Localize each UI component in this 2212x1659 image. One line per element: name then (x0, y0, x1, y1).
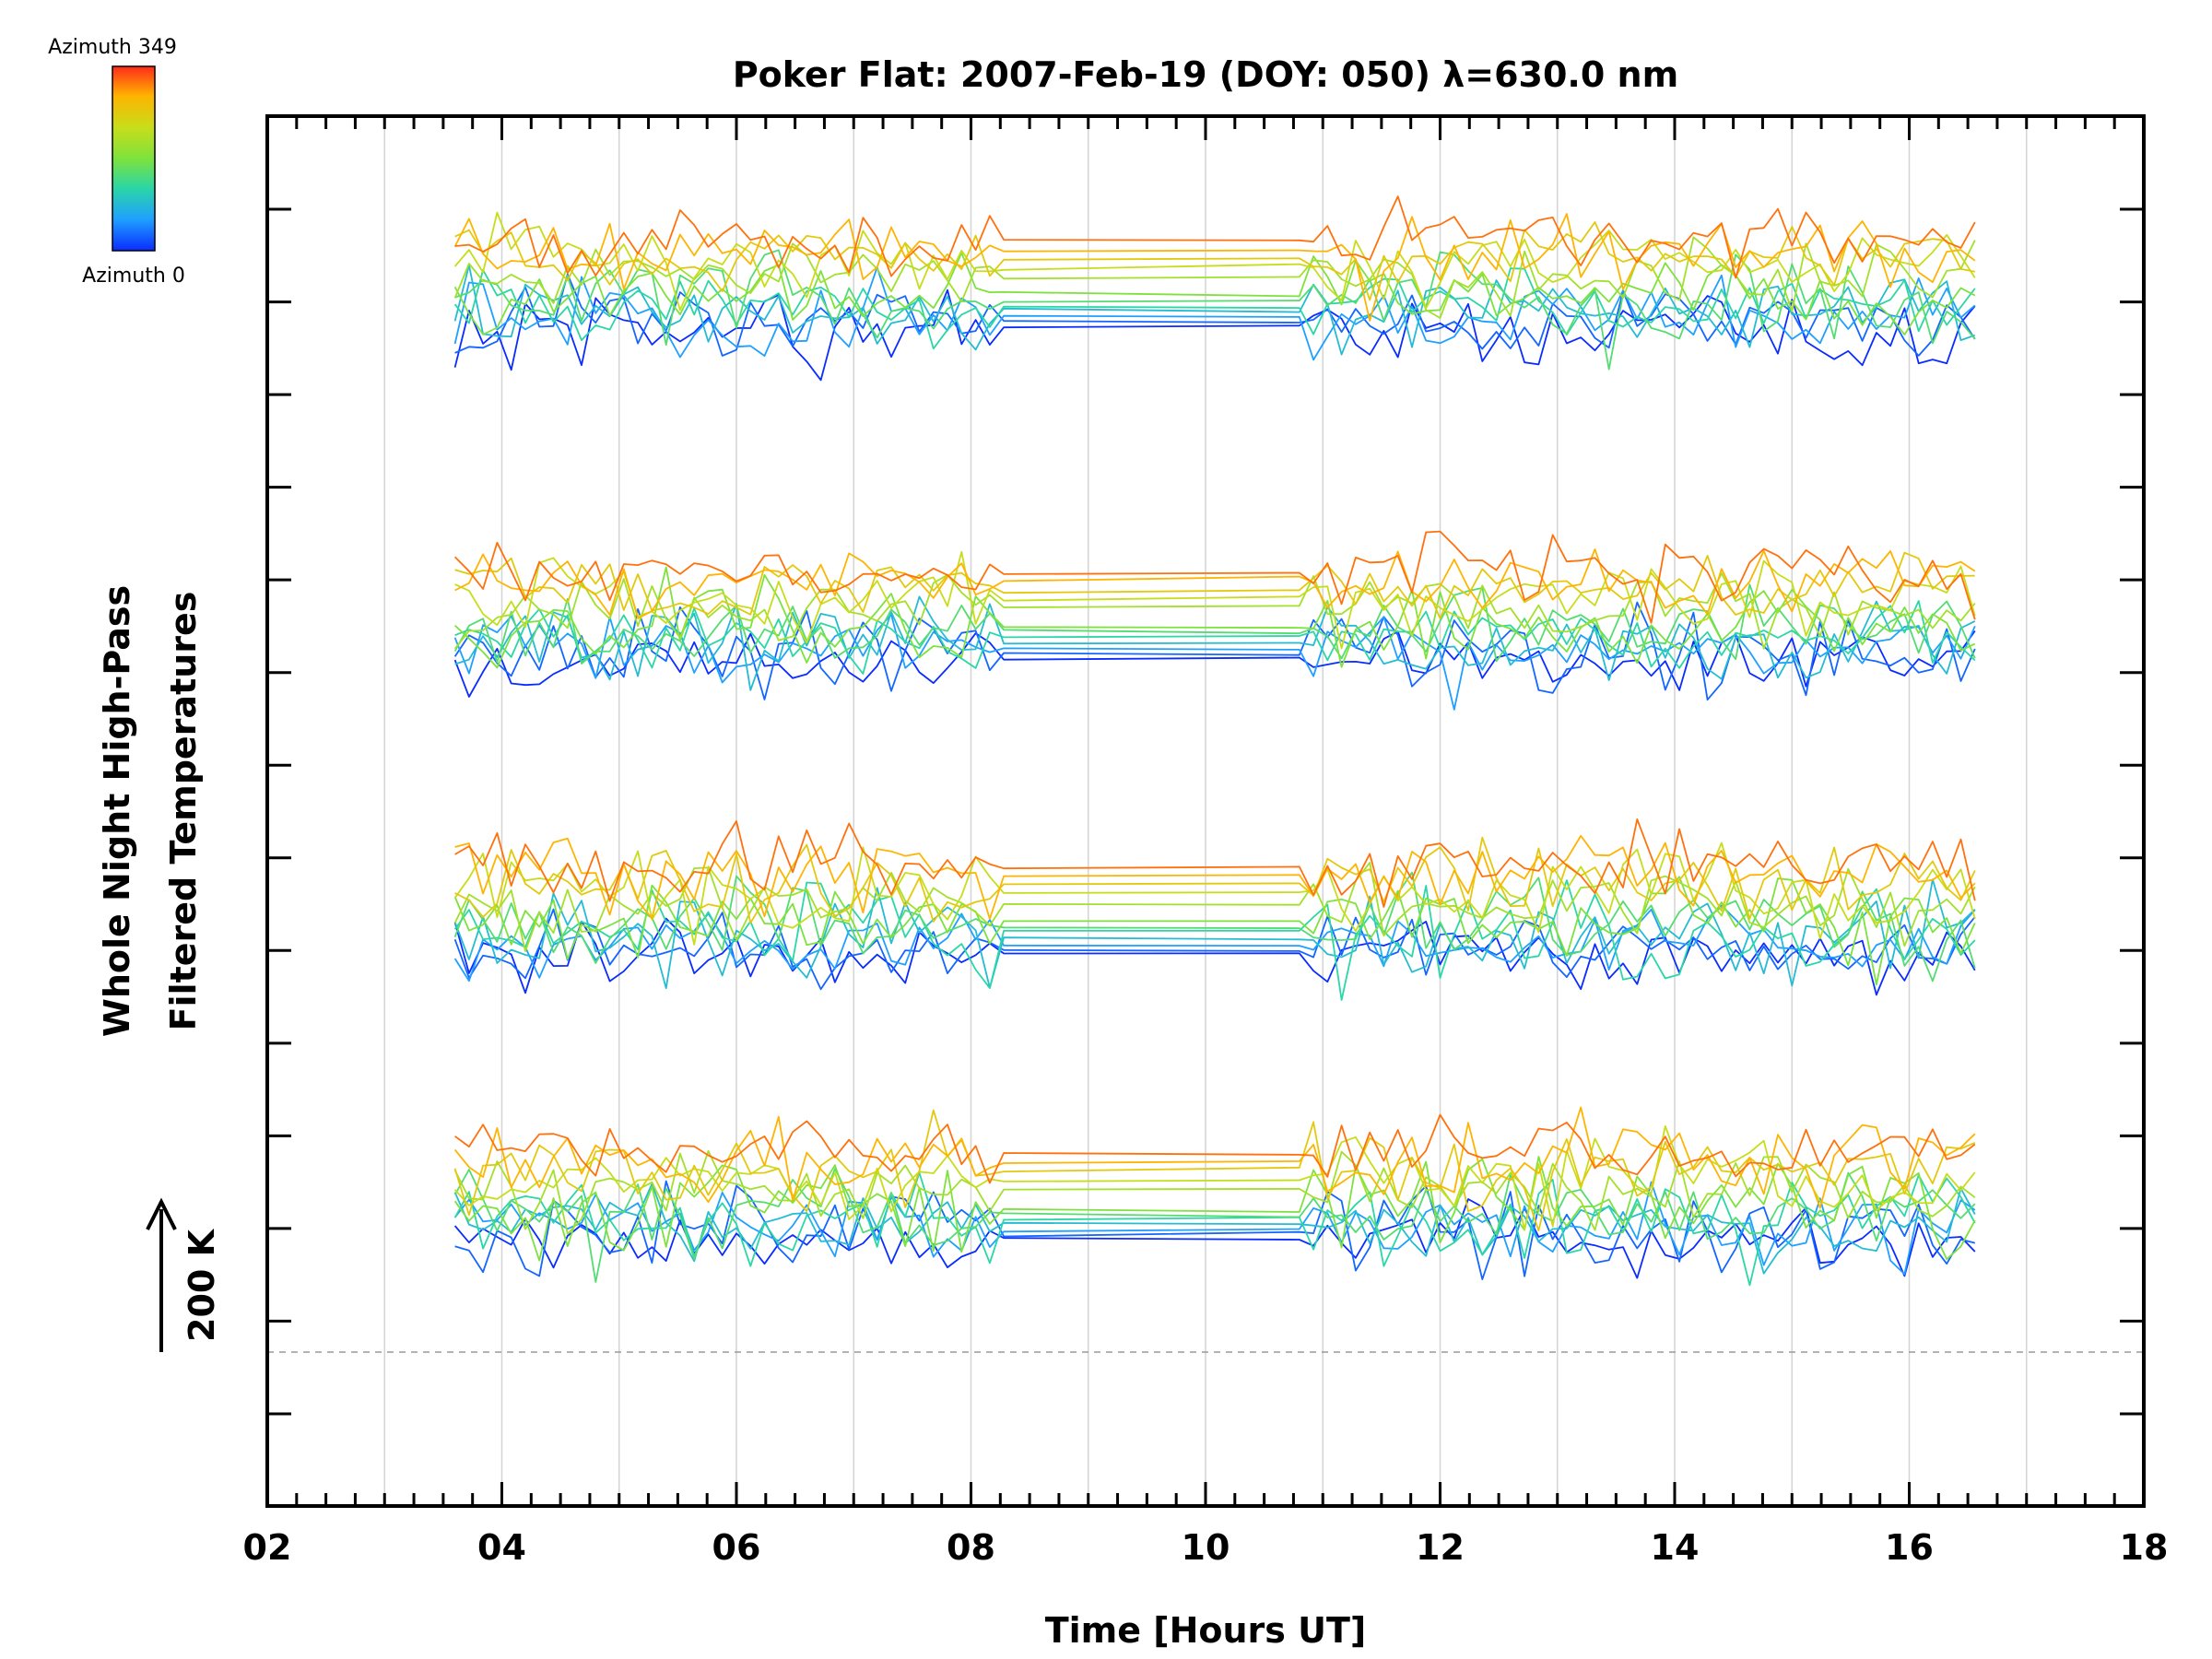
scale-bar-label: 200 K (182, 1228, 222, 1342)
trace-group (453, 195, 1976, 1287)
y-axis-label-line2: Filtered Temperatures (163, 592, 204, 1031)
trace-line (453, 1109, 1976, 1232)
trace-line (453, 841, 1976, 946)
trace-line (454, 550, 1976, 650)
trace-line (453, 267, 1976, 350)
trace-line (454, 600, 1976, 675)
x-axis-label: Time [Hours UT] (1045, 1610, 1367, 1651)
trace-line (453, 601, 1976, 701)
azimuth-colorbar: Azimuth 349 Azimuth 0 (48, 36, 185, 288)
trace-line (454, 548, 1976, 619)
axis-ticks (265, 116, 2146, 1506)
trace-line (453, 871, 1976, 982)
trace-line (454, 551, 1975, 619)
trace-line (454, 1113, 1976, 1184)
trace-line (453, 236, 1976, 319)
trace-line (453, 1156, 1976, 1262)
trace-line (453, 629, 1976, 698)
trace-line (454, 595, 1976, 691)
trace-line (453, 1182, 1976, 1275)
trace-line (453, 530, 1976, 624)
trace-line (454, 835, 1976, 920)
x-tick-labels: 02 04 06 08 10 12 14 16 18 (243, 1527, 2169, 1568)
trace-line (454, 818, 1976, 908)
x-tick-label: 16 (1885, 1527, 1934, 1568)
trace-line (454, 249, 1976, 371)
trace-line (453, 211, 1976, 312)
trace-line (454, 195, 1976, 279)
x-tick-label: 14 (1651, 1527, 1700, 1568)
scale-bar-arrow-icon (146, 1197, 177, 1230)
trace-line (453, 1106, 1976, 1209)
grid-lines (383, 116, 2028, 1506)
trace-line (453, 613, 1976, 711)
trace-line (453, 904, 1976, 982)
scale-bar: 200 K (146, 1197, 222, 1352)
x-tick-label: 04 (477, 1527, 526, 1568)
trace-line (453, 288, 1976, 382)
colorbar-top-label: Azimuth 349 (48, 36, 177, 59)
x-tick-label: 12 (1416, 1527, 1465, 1568)
trace-line (453, 876, 1976, 986)
trace-line (453, 566, 1976, 669)
trace-line (454, 836, 1976, 924)
y-axis-label-line1: Whole Night High-Pass (97, 585, 137, 1037)
x-tick-label: 10 (1182, 1527, 1230, 1568)
trace-line (453, 213, 1976, 322)
x-tick-label: 06 (712, 1527, 761, 1568)
trace-line (453, 583, 1976, 665)
colorbar-gradient (112, 65, 156, 252)
chart-title: Poker Flat: 2007-Feb-19 (DOY: 050) λ=630… (733, 54, 1678, 95)
x-tick-label: 08 (947, 1527, 995, 1568)
trace-line (453, 1198, 1976, 1279)
trace-line (453, 879, 1976, 1001)
colorbar-bottom-label: Azimuth 0 (82, 265, 185, 288)
trace-line (453, 878, 1976, 990)
x-tick-label: 18 (2120, 1527, 2169, 1568)
trace-line (453, 1168, 1976, 1283)
trace-line (453, 917, 1976, 996)
trace-line (453, 1124, 1976, 1231)
x-tick-label: 02 (243, 1527, 292, 1568)
